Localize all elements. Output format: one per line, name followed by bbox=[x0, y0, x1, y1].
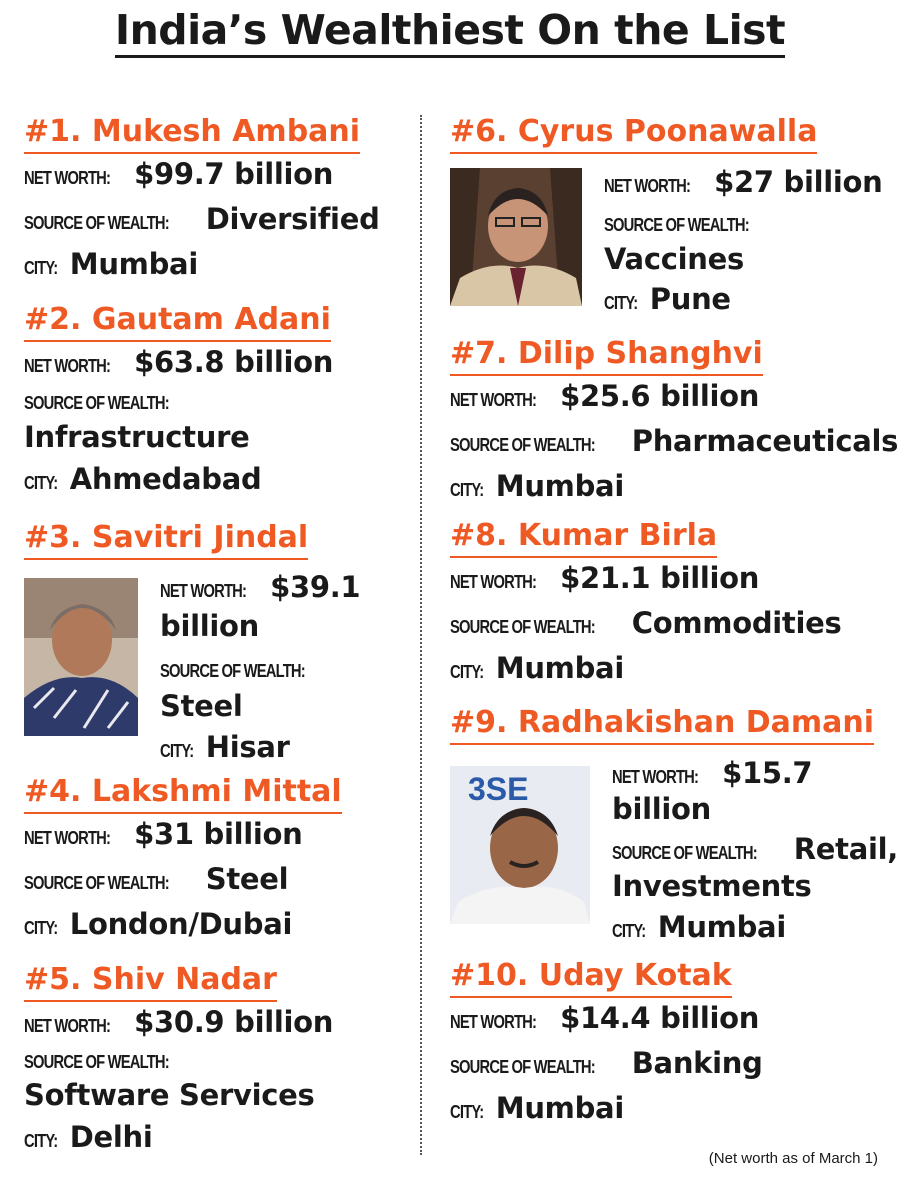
net-worth-label: NET WORTH: bbox=[24, 168, 111, 188]
entry-name: #6. Cyrus Poonawalla bbox=[450, 114, 818, 154]
source-label: SOURCE OF WEALTH: bbox=[612, 843, 758, 863]
entry-name: #5. Shiv Nadar bbox=[24, 962, 277, 1002]
entry-6-details: NET WORTH: $27 billion SOURCE OF WEALTH:… bbox=[604, 162, 883, 324]
entry-name: #8. Kumar Birla bbox=[450, 518, 718, 558]
entry-4: #4. Lakshmi Mittal NET WORTH: $31 billio… bbox=[24, 774, 342, 949]
source-label: SOURCE OF WEALTH: bbox=[450, 1057, 596, 1077]
city-label: CITY: bbox=[24, 1131, 58, 1151]
source-value: Steel bbox=[160, 689, 243, 723]
city-label: CITY: bbox=[24, 473, 58, 493]
entry-9: #9. Radhakishan Damani bbox=[450, 705, 875, 745]
portrait-image bbox=[450, 168, 582, 306]
net-worth-value-cont: billion bbox=[612, 792, 711, 826]
city-label: CITY: bbox=[612, 921, 646, 941]
city-value: London/Dubai bbox=[69, 907, 293, 941]
city-label: CITY: bbox=[160, 741, 194, 761]
city-label: CITY: bbox=[24, 918, 58, 938]
portrait-image: 3SE bbox=[450, 766, 590, 924]
net-worth-label: NET WORTH: bbox=[24, 828, 111, 848]
svg-text:3SE: 3SE bbox=[468, 771, 528, 807]
source-value: Infrastructure bbox=[24, 420, 250, 454]
source-value: Vaccines bbox=[604, 242, 744, 276]
entry-9-details: NET WORTH: $15.7 billion SOURCE OF WEALT… bbox=[612, 758, 898, 955]
source-value: Commodities bbox=[631, 606, 842, 640]
source-value: Pharmaceuticals bbox=[631, 424, 899, 458]
source-label: SOURCE OF WEALTH: bbox=[604, 215, 750, 235]
source-label: SOURCE OF WEALTH: bbox=[24, 873, 170, 893]
source-value-cont: Investments bbox=[612, 869, 812, 903]
city-label: CITY: bbox=[450, 480, 484, 500]
source-label: SOURCE OF WEALTH: bbox=[24, 213, 170, 233]
city-value: Ahmedabad bbox=[69, 462, 262, 496]
net-worth-label: NET WORTH: bbox=[160, 581, 247, 601]
portrait-photo-radhakishan-damani: 3SE bbox=[450, 766, 590, 924]
city-label: CITY: bbox=[450, 662, 484, 682]
entry-8: #8. Kumar Birla NET WORTH: $21.1 billion… bbox=[450, 518, 842, 693]
entry-3-details: NET WORTH: $39.1 billion SOURCE OF WEALT… bbox=[160, 570, 361, 773]
city-label: CITY: bbox=[24, 258, 58, 278]
city-value: Hisar bbox=[205, 730, 290, 764]
entry-name: #1. Mukesh Ambani bbox=[24, 114, 361, 154]
net-worth-value: $99.7 billion bbox=[134, 157, 334, 191]
entry-name: #7. Dilip Shanghvi bbox=[450, 336, 763, 376]
net-worth-label: NET WORTH: bbox=[612, 767, 699, 787]
net-worth-value: $39.1 bbox=[270, 570, 361, 604]
portrait-image bbox=[24, 578, 138, 736]
portrait-photo-savitri-jindal bbox=[24, 578, 138, 736]
net-worth-value: $27 billion bbox=[714, 165, 883, 199]
entry-3: #3. Savitri Jindal bbox=[24, 520, 309, 560]
entry-10: #10. Uday Kotak NET WORTH: $14.4 billion… bbox=[450, 958, 763, 1133]
source-label: SOURCE OF WEALTH: bbox=[450, 435, 596, 455]
source-label: SOURCE OF WEALTH: bbox=[160, 661, 306, 681]
entry-6: #6. Cyrus Poonawalla bbox=[450, 114, 818, 154]
source-value: Steel bbox=[205, 862, 289, 896]
city-value: Delhi bbox=[69, 1120, 153, 1154]
entry-name: #9. Radhakishan Damani bbox=[450, 705, 875, 745]
net-worth-label: NET WORTH: bbox=[450, 390, 537, 410]
city-value: Pune bbox=[649, 282, 731, 316]
net-worth-value: $25.6 billion bbox=[560, 379, 760, 413]
entry-name: #10. Uday Kotak bbox=[450, 958, 732, 998]
city-value: Mumbai bbox=[495, 469, 625, 503]
net-worth-label: NET WORTH: bbox=[450, 572, 537, 592]
city-value: Mumbai bbox=[495, 1091, 625, 1125]
column-divider bbox=[420, 115, 422, 1155]
source-value: Software Services bbox=[24, 1078, 315, 1112]
source-value: Banking bbox=[631, 1046, 763, 1080]
net-worth-label: NET WORTH: bbox=[24, 1016, 111, 1036]
entry-2: #2. Gautam Adani NET WORTH: $63.8 billio… bbox=[24, 302, 333, 504]
source-label: SOURCE OF WEALTH: bbox=[450, 617, 596, 637]
net-worth-value: $63.8 billion bbox=[134, 345, 334, 379]
net-worth-value: $21.1 billion bbox=[560, 561, 760, 595]
net-worth-label: NET WORTH: bbox=[604, 176, 691, 196]
source-value: Retail, bbox=[793, 832, 899, 866]
portrait-photo-cyrus-poonawalla bbox=[450, 168, 582, 306]
entry-5: #5. Shiv Nadar NET WORTH: $30.9 billion … bbox=[24, 962, 333, 1162]
entry-name: #4. Lakshmi Mittal bbox=[24, 774, 342, 814]
city-value: Mumbai bbox=[495, 651, 625, 685]
source-label: SOURCE OF WEALTH: bbox=[24, 1052, 170, 1072]
net-worth-value: $30.9 billion bbox=[134, 1005, 334, 1039]
net-worth-label: NET WORTH: bbox=[24, 356, 111, 376]
entry-1: #1. Mukesh Ambani NET WORTH: $99.7 billi… bbox=[24, 114, 380, 289]
net-worth-label: NET WORTH: bbox=[450, 1012, 537, 1032]
net-worth-value: $15.7 bbox=[722, 756, 813, 790]
footnote: (Net worth as of March 1) bbox=[708, 1150, 878, 1167]
city-value: Mumbai bbox=[69, 247, 199, 281]
entry-7: #7. Dilip Shanghvi NET WORTH: $25.6 bill… bbox=[450, 336, 898, 511]
page-title: India’s Wealthiest On the List bbox=[0, 6, 900, 58]
source-label: SOURCE OF WEALTH: bbox=[24, 393, 170, 413]
entry-name: #3. Savitri Jindal bbox=[24, 520, 309, 560]
entry-name: #2. Gautam Adani bbox=[24, 302, 331, 342]
net-worth-value: $31 billion bbox=[134, 817, 303, 851]
net-worth-value-cont: billion bbox=[160, 609, 259, 643]
source-value: Diversified bbox=[205, 202, 380, 236]
city-label: CITY: bbox=[450, 1102, 484, 1122]
city-label: CITY: bbox=[604, 293, 638, 313]
net-worth-value: $14.4 billion bbox=[560, 1001, 760, 1035]
city-value: Mumbai bbox=[657, 910, 787, 944]
